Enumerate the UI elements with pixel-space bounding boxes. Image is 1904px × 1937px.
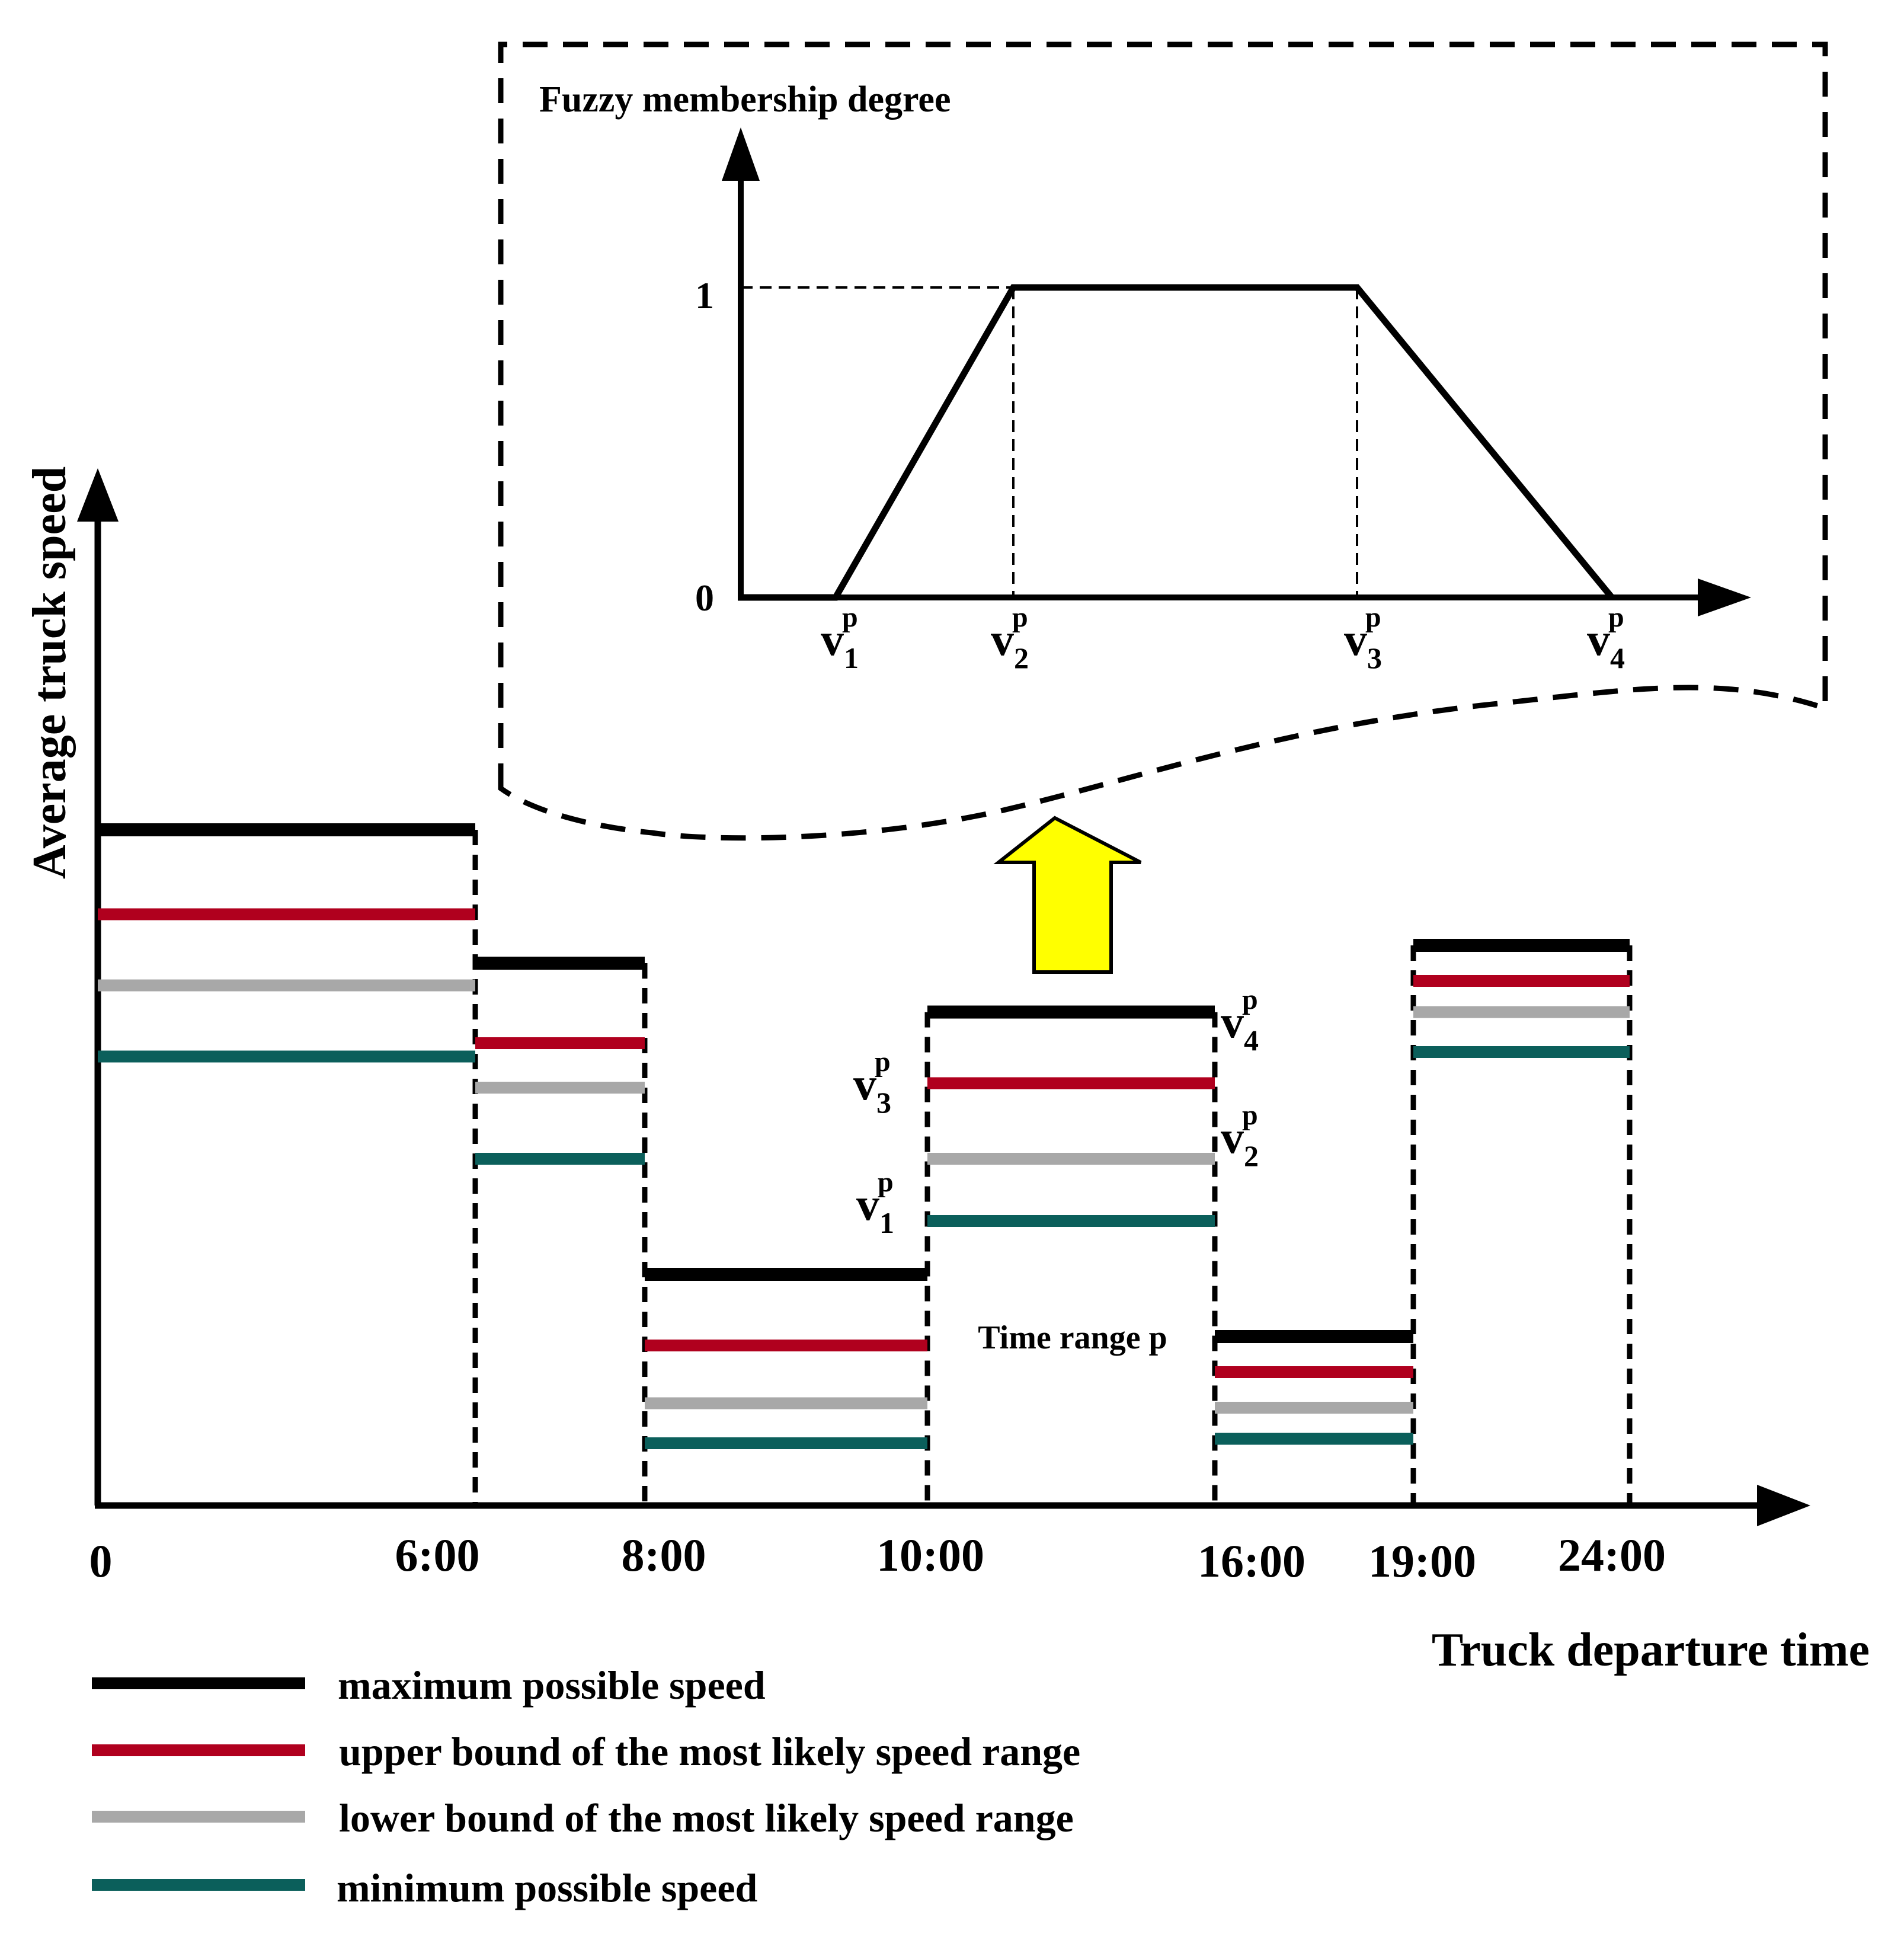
inset-callout-frame — [498, 41, 1828, 841]
inset-y-axis-title: Fuzzy membership degree — [539, 79, 951, 120]
period-boundaries — [472, 830, 1633, 1506]
speed-bars — [98, 823, 1630, 1449]
main-x-axis-arrow — [1757, 1485, 1810, 1526]
legend-label-lower: lower bound of the most likely speed ran… — [339, 1795, 1074, 1840]
x-tick-label: 0 — [89, 1535, 113, 1587]
x-tick-label: 8:00 — [622, 1529, 706, 1581]
inset-x-label-v4: v4p — [1587, 602, 1625, 675]
inset-y-axis-arrow — [722, 127, 760, 181]
x-tick-label: 19:00 — [1368, 1535, 1476, 1587]
main-y-axis-title: Average truck speed — [24, 466, 76, 879]
speed-point-labels: v4p v3p v2p v1p — [853, 984, 1259, 1239]
inset-x-label-v3: v3p — [1344, 602, 1382, 675]
main-y-axis-arrow — [77, 468, 119, 522]
inset-x-label-v1: v1p — [821, 602, 859, 675]
legend-label-max: maximum possible speed — [338, 1663, 766, 1708]
zoom-arrow-icon — [993, 816, 1142, 974]
x-tick-labels: 0 6:00 8:00 10:00 16:00 19:00 24:00 — [89, 1529, 1666, 1587]
x-tick-label: 16:00 — [1198, 1535, 1305, 1587]
inset-guide-lines — [741, 286, 1358, 597]
inset-y-tick-1: 1 — [695, 274, 714, 317]
label-v4: v4p — [1221, 984, 1259, 1057]
membership-trapezoid — [738, 284, 1615, 601]
inset-x-label-v2: v2p — [991, 602, 1029, 675]
legend-label-upper: upper bound of the most likely speed ran… — [339, 1729, 1080, 1774]
legend-label-min: minimum possible speed — [337, 1865, 758, 1910]
main-x-axis-title: Truck departure time — [1432, 1624, 1870, 1676]
x-tick-label: 10:00 — [876, 1529, 984, 1581]
x-tick-label: 6:00 — [395, 1529, 480, 1581]
inset-y-tick-0: 0 — [695, 577, 714, 619]
label-v2: v2p — [1221, 1099, 1259, 1172]
label-v3: v3p — [853, 1046, 891, 1119]
main-axes — [77, 468, 1810, 1526]
time-range-label: Time range p — [978, 1319, 1167, 1356]
legend: maximum possible speed upper bound of th… — [92, 1663, 1080, 1910]
inset-axes — [722, 127, 1751, 616]
inset-x-labels: v1p v2p v3p v4p — [821, 602, 1625, 675]
x-tick-label: 24:00 — [1558, 1529, 1666, 1581]
inset-x-axis-arrow — [1698, 578, 1751, 616]
label-v1: v1p — [856, 1166, 894, 1239]
